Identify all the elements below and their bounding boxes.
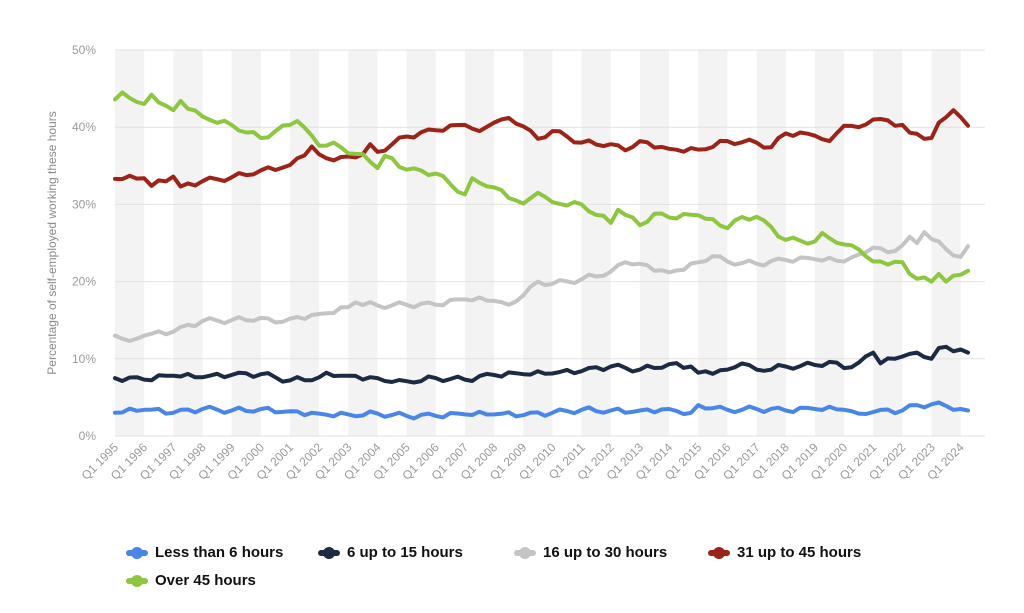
legend-label: 6 up to 15 hours xyxy=(347,544,463,561)
gridlines xyxy=(115,49,985,437)
legend-label: Over 45 hours xyxy=(155,572,256,589)
year-band xyxy=(464,50,495,436)
y-axis-label: Percentage of self-employed working thes… xyxy=(45,111,59,374)
y-tick-label: 30% xyxy=(72,197,96,211)
legend-item[interactable]: Less than 6 hours xyxy=(126,544,283,561)
legend-item[interactable]: Over 45 hours xyxy=(126,572,256,589)
legend-label: Less than 6 hours xyxy=(155,544,284,561)
year-band xyxy=(348,50,378,436)
legend-symbol xyxy=(318,546,340,559)
series-line xyxy=(113,90,970,284)
year-band xyxy=(698,50,728,436)
series-lines xyxy=(113,90,970,421)
legend-label: 16 up to 30 hours xyxy=(543,544,668,561)
year-band xyxy=(523,50,553,436)
year-band xyxy=(581,50,611,436)
y-axis-ticks: 0% 10% 20% 30% 40% 50% xyxy=(72,43,96,443)
year-band xyxy=(231,50,261,436)
year-band xyxy=(115,50,145,436)
legend-item[interactable]: 6 up to 15 hours xyxy=(318,544,463,561)
legend-symbol xyxy=(126,574,148,587)
legend-symbol xyxy=(514,546,536,559)
y-tick-label: 50% xyxy=(72,43,96,57)
year-band xyxy=(873,50,903,436)
series-line xyxy=(113,230,970,343)
year-band xyxy=(639,50,670,436)
y-tick-label: 0% xyxy=(79,429,97,443)
legend-item[interactable]: 16 up to 30 hours xyxy=(514,544,667,561)
series-line xyxy=(113,400,970,421)
y-tick-label: 20% xyxy=(72,275,96,289)
series-line xyxy=(113,344,970,385)
legend-symbol xyxy=(126,546,148,559)
legend-label: 31 up to 45 hours xyxy=(737,544,862,561)
legend-item[interactable]: 31 up to 45 hours xyxy=(708,544,861,561)
y-tick-label: 10% xyxy=(72,352,96,366)
year-band xyxy=(289,50,320,436)
year-band xyxy=(756,50,786,436)
year-band xyxy=(931,50,961,436)
series-line xyxy=(113,108,970,189)
y-tick-label: 40% xyxy=(72,120,96,134)
legend-symbol xyxy=(708,546,730,559)
year-band xyxy=(406,50,436,436)
